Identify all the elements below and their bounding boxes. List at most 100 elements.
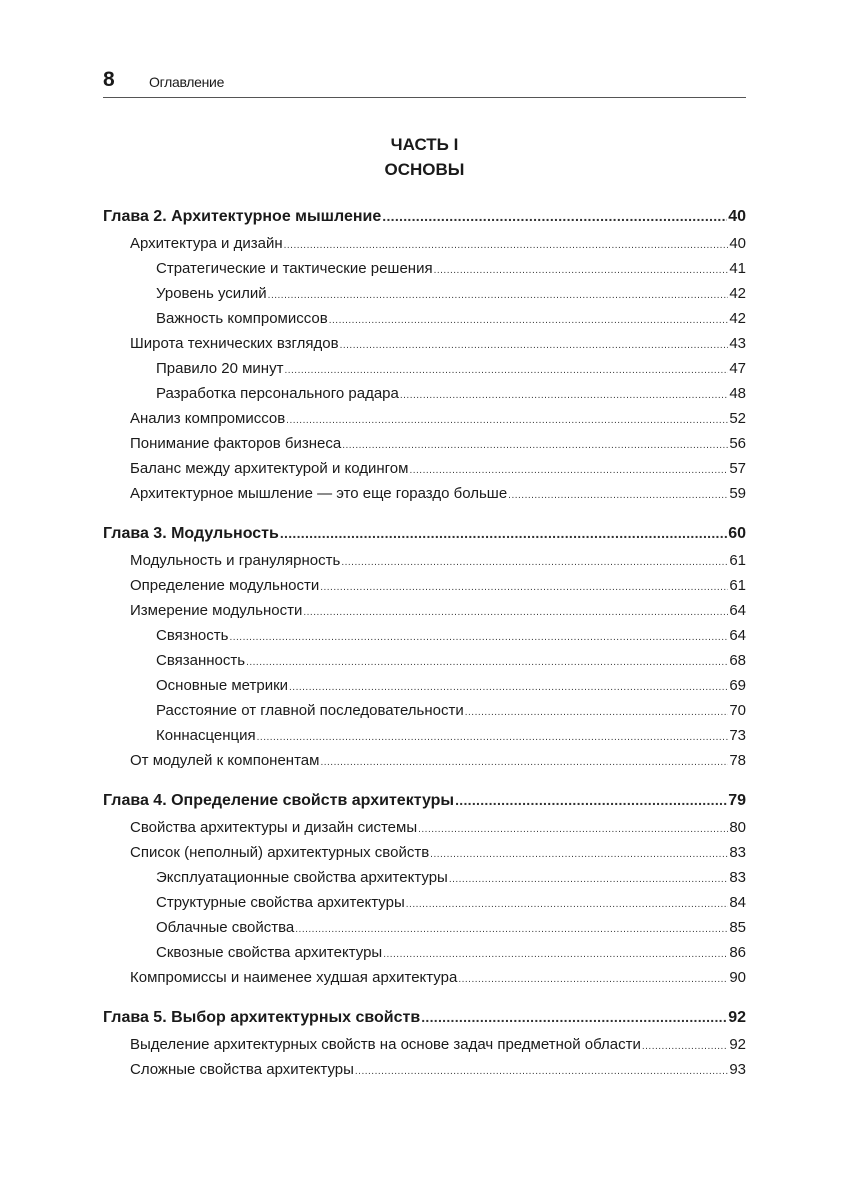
toc-entry[interactable]: Архитектура и дизайн 40 [103,233,746,258]
toc-entry-page: 42 [729,285,746,302]
toc-entry[interactable]: Расстояние от главной последовательности… [103,700,746,725]
dot-leader [642,1036,728,1058]
toc-entry-title: Структурные свойства архитектуры [156,894,405,911]
toc-entry[interactable]: Выделение архитектурных свойств на основ… [103,1034,746,1059]
toc-entry[interactable]: Определение модульности 61 [103,575,746,600]
toc-entry-page: 90 [729,969,746,986]
toc-entry-page: 93 [729,1061,746,1078]
toc-entry-title: Определение модульности [130,577,320,594]
toc-entry[interactable]: Модульность и гранулярность 61 [103,550,746,575]
toc-entry-title: Правило 20 минут [156,360,284,377]
toc-entry[interactable]: Важность компромиссов 42 [103,308,746,333]
toc-entry-page: 52 [729,410,746,427]
dot-leader [289,677,728,699]
toc-entry-page: 48 [729,385,746,402]
toc-entry-page: 57 [729,460,746,477]
toc-chapter-entry[interactable]: Глава 5. Выбор архитектурных свойств 92 [103,1006,746,1034]
toc-entry-page: 60 [728,525,746,542]
dot-leader [342,435,728,457]
toc-entry-title: Компромиссы и наименее худшая архитектур… [130,969,458,986]
dot-leader [458,969,728,991]
toc-entry-page: 61 [729,577,746,594]
toc-entry-page: 83 [729,844,746,861]
toc-entry-title: Глава 2. Архитектурное мышление [103,208,382,225]
toc-entry-title: Модульность и гранулярность [130,552,341,569]
toc-entry[interactable]: Измерение модульности 64 [103,600,746,625]
dot-leader [246,652,728,674]
toc-entry[interactable]: Правило 20 минут 47 [103,358,746,383]
toc-entry-page: 80 [729,819,746,836]
toc-chapter-entry[interactable]: Глава 3. Модульность 60 [103,522,746,550]
dot-leader [320,577,728,599]
dot-leader [257,727,729,749]
toc-entry-page: 79 [728,792,746,809]
toc-entry-title: Баланс между архитектурой и кодингом [130,460,409,477]
toc-entry-page: 83 [729,869,746,886]
toc-entry-page: 43 [729,335,746,352]
toc-entry-page: 78 [729,752,746,769]
toc-entry-page: 84 [729,894,746,911]
toc-entry[interactable]: Уровень усилий 42 [103,283,746,308]
dot-leader [229,627,728,649]
toc-entry[interactable]: Сквозные свойства архитектуры 86 [103,942,746,967]
toc-entry-page: 47 [729,360,746,377]
toc-entry[interactable]: Разработка персонального радара 48 [103,383,746,408]
toc-entry-title: Важность компромиссов [156,310,328,327]
toc-entry[interactable]: Свойства архитектуры и дизайн системы 80 [103,817,746,842]
toc-entry[interactable]: Компромиссы и наименее худшая архитектур… [103,967,746,992]
toc-entry-title: Основные метрики [156,677,289,694]
dot-leader [421,1006,727,1028]
dot-leader [434,260,729,282]
dot-leader [340,335,729,357]
toc-entry[interactable]: Структурные свойства архитектуры 84 [103,892,746,917]
toc-entry-title: Архитектурное мышление — это еще гораздо… [130,485,508,502]
toc-entry[interactable]: Архитектурное мышление — это еще гораздо… [103,483,746,508]
part-title: ОСНОВЫ [384,160,465,179]
toc-entry-page: 56 [729,435,746,452]
toc-entry[interactable]: Анализ компромиссов 52 [103,408,746,433]
toc-entry-title: Разработка персонального радара [156,385,399,402]
toc-entry-title: Глава 4. Определение свойств архитектуры [103,792,455,809]
toc-entry-title: Измерение модульности [130,602,303,619]
dot-leader [430,844,728,866]
toc-entry-title: Связанность [156,652,246,669]
dot-leader [284,360,728,382]
toc-entry-title: Расстояние от главной последовательности [156,702,464,719]
dot-leader [406,894,729,916]
toc-entry-page: 64 [729,627,746,644]
page-number: 8 [103,68,115,91]
dot-leader [320,752,728,774]
toc-entry[interactable]: Коннасценция 73 [103,725,746,750]
toc-entry-title: Эксплуатационные свойства архитектуры [156,869,448,886]
toc-entry[interactable]: Список (неполный) архитектурных свойств 8… [103,842,746,867]
dot-leader [295,919,728,941]
toc-entry-page: 64 [729,602,746,619]
dot-leader [341,552,728,574]
toc-entry[interactable]: Связанность 68 [103,650,746,675]
toc-chapter-entry[interactable]: Глава 4. Определение свойств архитектуры… [103,789,746,817]
toc-entry[interactable]: Широта технических взглядов 43 [103,333,746,358]
toc-entry[interactable]: Понимание факторов бизнеса 56 [103,433,746,458]
toc-entry[interactable]: Связность 64 [103,625,746,650]
toc-entry-page: 92 [728,1009,746,1026]
toc-entry[interactable]: Основные метрики 69 [103,675,746,700]
toc-entry-page: 41 [729,260,746,277]
toc-entry[interactable]: Стратегические и тактические решения 41 [103,258,746,283]
toc-entry-title: Свойства архитектуры и дизайн системы [130,819,418,836]
toc-chapter-entry[interactable]: Глава 2. Архитектурное мышление 40 [103,205,746,233]
dot-leader [268,285,729,307]
dot-leader [418,819,728,841]
dot-leader [449,869,729,891]
toc-entry[interactable]: Баланс между архитектурой и кодингом 57 [103,458,746,483]
toc-entry-page: 70 [729,702,746,719]
toc-entry-title: Выделение архитектурных свойств на основ… [130,1036,641,1053]
toc-entry-page: 85 [729,919,746,936]
toc-entry-page: 42 [729,310,746,327]
toc-entry[interactable]: От модулей к компонентам 78 [103,750,746,775]
toc-entry-title: Широта технических взглядов [130,335,339,352]
toc-entry-title: Понимание факторов бизнеса [130,435,342,452]
toc-entry[interactable]: Облачные свойства 85 [103,917,746,942]
toc-entry[interactable]: Сложные свойства архитектуры 93 [103,1059,746,1084]
toc-entry[interactable]: Эксплуатационные свойства архитектуры 83 [103,867,746,892]
header-title: Оглавление [149,74,225,90]
